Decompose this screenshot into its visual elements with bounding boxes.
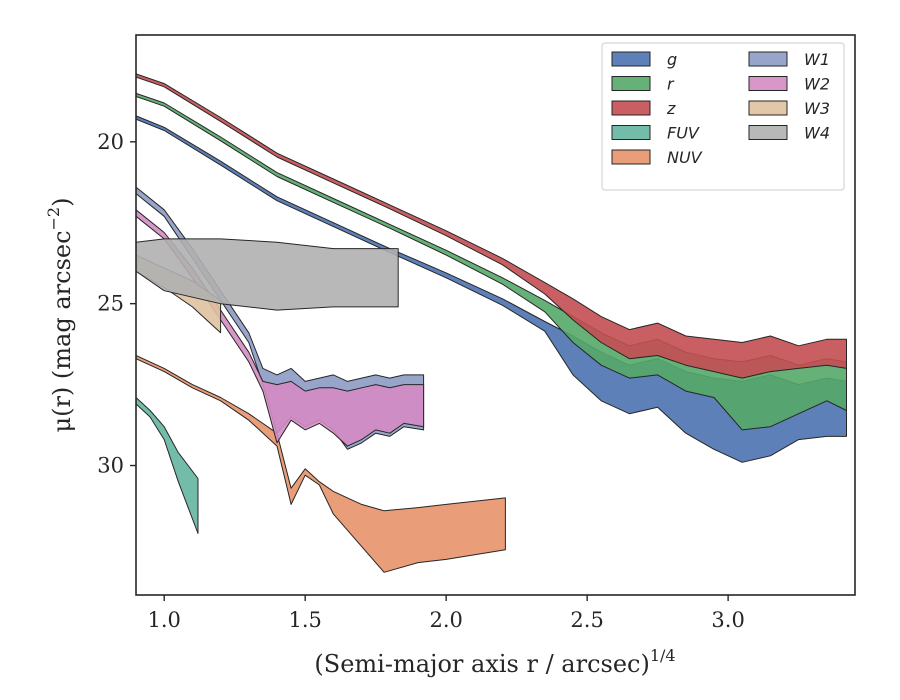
legend-label-w2: W2 <box>804 75 830 94</box>
legend-swatch-r <box>611 76 651 91</box>
x-tick-label: 2.5 <box>570 608 603 632</box>
legend-label-w1: W1 <box>804 50 830 69</box>
plot-frame <box>135 34 856 596</box>
y-axis-label: μ(r) (mag arcsec−2) <box>44 198 76 433</box>
legend-label-r: r <box>667 75 675 94</box>
legend-label-nuv: NUV <box>667 148 703 167</box>
legend-swatch-w2 <box>748 76 788 91</box>
y-tick-label: 20 <box>97 130 124 154</box>
legend-swatch-nuv <box>611 149 651 165</box>
y-tick-label: 30 <box>97 454 124 478</box>
legend-label-g: g <box>667 50 677 69</box>
series-bands <box>136 73 847 573</box>
legend-label-fuv: FUV <box>667 124 700 143</box>
band-w4 <box>136 238 399 311</box>
x-axis: 1.0 1.5 2.0 2.5 3.0 <box>147 595 745 632</box>
x-tick-label: 3.0 <box>711 608 744 632</box>
legend-swatch-w1 <box>748 51 788 67</box>
band-fuv <box>136 397 199 534</box>
legend-swatch-w4 <box>748 125 788 140</box>
legend-swatch-z <box>611 100 651 116</box>
legend-swatch-g <box>611 51 651 67</box>
legend-label-w3: W3 <box>804 99 830 118</box>
band-z <box>136 73 847 379</box>
x-axis-label: (Semi-major axis r / arcsec)1/4 <box>314 646 675 678</box>
x-tick-label: 1.0 <box>147 608 180 632</box>
y-axis: 20 25 30 <box>97 130 136 478</box>
legend-swatch-w3 <box>748 100 788 116</box>
y-tick-label: 25 <box>97 292 124 316</box>
legend-swatch-fuv <box>611 125 651 140</box>
band-w2 <box>136 209 425 447</box>
x-tick-label: 2.0 <box>429 608 462 632</box>
legend: grz FUV NUV W1 W2 W3 W4 <box>601 42 845 191</box>
legend-label-w4: W4 <box>804 124 830 143</box>
legend-label-z: z <box>666 99 676 118</box>
x-tick-label: 1.5 <box>288 608 321 632</box>
